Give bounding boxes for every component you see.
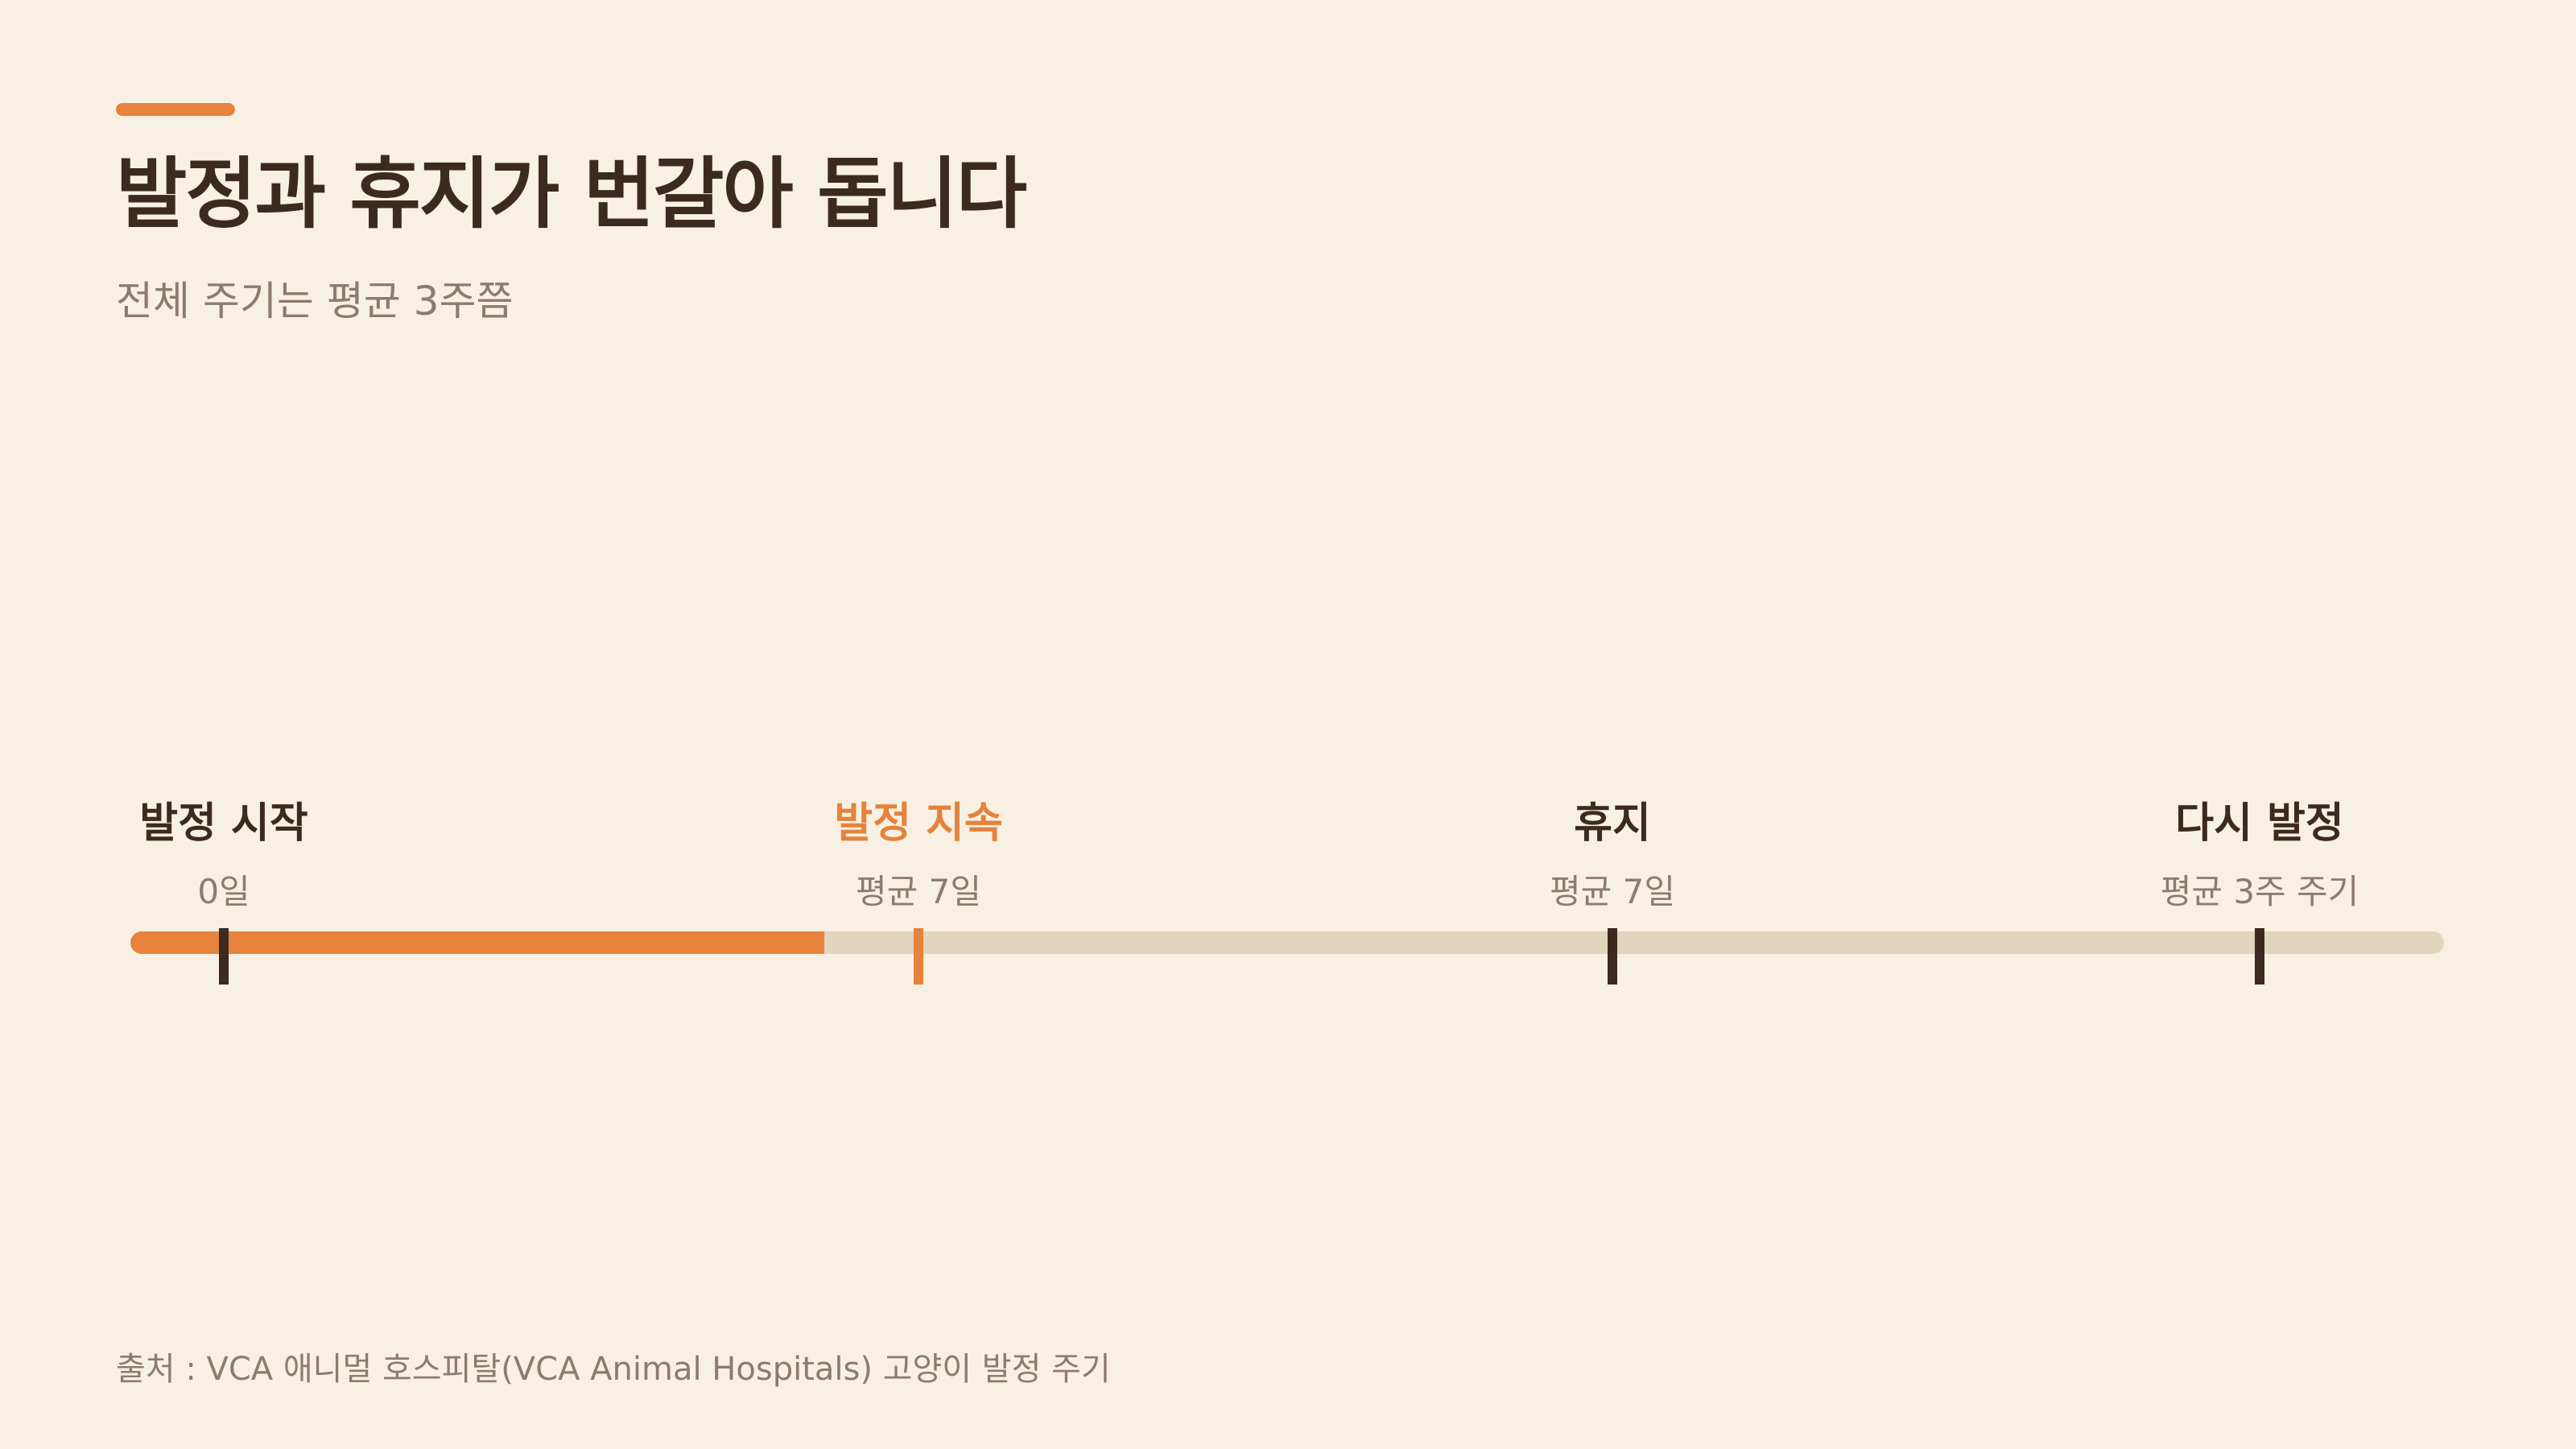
marker-tick (914, 928, 923, 985)
page-title: 발정과 휴지가 번갈아 돕니다 (116, 149, 1027, 239)
source-citation: 출처 : VCA 애니멀 호스피탈(VCA Animal Hospitals) … (116, 1351, 1111, 1388)
marker-sublabel: 0일 (197, 872, 250, 911)
marker-sublabel: 평균 7일 (856, 872, 981, 911)
marker-label: 다시 발정 (2175, 799, 2344, 848)
marker-label: 휴지 (1574, 799, 1651, 848)
marker-tick (1608, 928, 1617, 985)
marker-label: 발정 시작 (139, 799, 308, 848)
title-accent-bar (116, 103, 235, 116)
marker-sublabel: 평균 7일 (1550, 872, 1675, 911)
timeline-progress (130, 931, 824, 954)
page-subtitle: 전체 주기는 평균 3주쯤 (116, 278, 514, 324)
marker-sublabel: 평균 3주 주기 (2160, 872, 2359, 911)
marker-tick (2255, 928, 2264, 985)
marker-label: 발정 지속 (834, 799, 1003, 848)
marker-tick (219, 928, 229, 985)
